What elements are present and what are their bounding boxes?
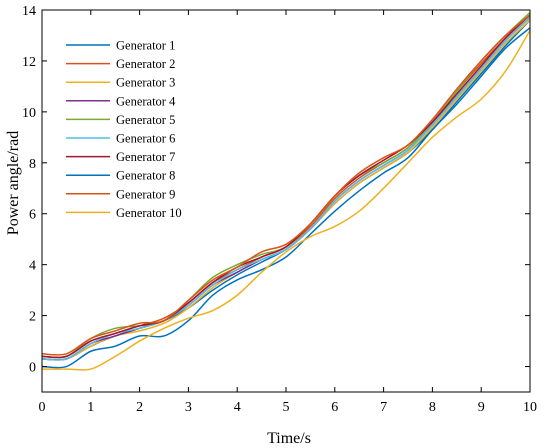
legend-label-7: Generator 7 [116, 150, 175, 164]
x-tick-label: 9 [478, 400, 485, 415]
series-lines [41, 12, 531, 371]
y-tick-label: 10 [22, 106, 36, 121]
legend-label-4: Generator 4 [116, 94, 176, 108]
x-tick-label: 4 [234, 400, 241, 415]
y-tick-label: 4 [29, 259, 36, 274]
legend-label-1: Generator 1 [116, 39, 175, 53]
y-tick-label: 6 [29, 208, 36, 223]
legend-label-2: Generator 2 [116, 57, 175, 71]
x-axis-title: Time/s [267, 430, 311, 447]
legend-label-6: Generator 6 [116, 132, 175, 146]
legend-label-10: Generator 10 [116, 206, 182, 220]
legend-label-9: Generator 9 [116, 187, 175, 201]
x-tick-label: 6 [331, 400, 338, 415]
legend-label-3: Generator 3 [116, 76, 175, 90]
y-tick-label: 12 [22, 55, 36, 70]
legend-label-5: Generator 5 [116, 113, 175, 127]
x-tick-label: 1 [87, 400, 94, 415]
y-tick-label: 2 [29, 310, 36, 325]
y-axis-title: Power angle/rad [5, 131, 22, 235]
series-line-10 [41, 29, 531, 371]
axes [41, 9, 531, 393]
y-tick-label: 8 [29, 157, 36, 172]
x-tick-label: 2 [136, 400, 143, 415]
x-tick-label: 3 [185, 400, 192, 415]
y-tick-label: 14 [22, 4, 36, 19]
legend-label-8: Generator 8 [116, 169, 175, 183]
series-line-7 [41, 14, 531, 359]
y-tick-label: 0 [29, 361, 36, 376]
x-tick-label: 5 [283, 400, 290, 415]
x-tick-label: 8 [429, 400, 436, 415]
x-tick-label: 10 [523, 400, 537, 415]
series-line-9 [41, 14, 531, 356]
x-tick-label: 0 [39, 400, 46, 415]
legend: Generator 1 Generator 2 Generator 3 Generat… [66, 39, 182, 220]
series-line-8 [41, 27, 531, 369]
x-tick-label: 7 [380, 400, 387, 415]
